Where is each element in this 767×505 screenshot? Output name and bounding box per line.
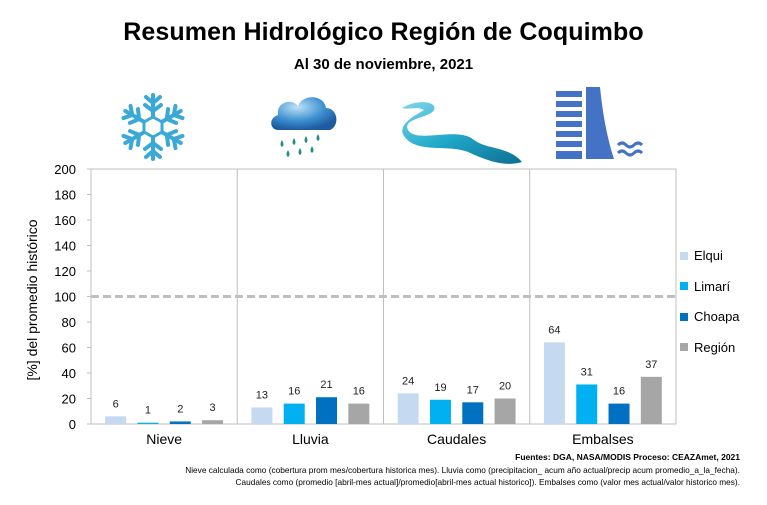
y-tick-label: 100 bbox=[54, 290, 76, 305]
legend-item: Choapa bbox=[680, 309, 740, 324]
bar bbox=[348, 403, 370, 424]
bar bbox=[397, 393, 419, 424]
data-label: 13 bbox=[256, 389, 268, 401]
legend-item: Elqui bbox=[680, 248, 740, 263]
rain-cloud-icon bbox=[271, 97, 337, 157]
bar bbox=[137, 422, 159, 424]
bar bbox=[283, 403, 305, 424]
bar bbox=[169, 421, 191, 424]
snowflake-icon bbox=[119, 93, 187, 161]
y-tick-label: 120 bbox=[54, 264, 76, 279]
notes: Nieve calculada como (cobertura prom mes… bbox=[0, 464, 740, 488]
legend-swatch bbox=[680, 251, 688, 260]
data-label: 16 bbox=[353, 386, 365, 398]
legend-label: Limarí bbox=[694, 278, 731, 294]
data-label: 1 bbox=[145, 405, 151, 417]
x-tick-label: Caudales bbox=[427, 431, 486, 447]
y-tick-label: 40 bbox=[62, 366, 76, 381]
legend-label: Choapa bbox=[694, 309, 740, 324]
y-tick-label: 140 bbox=[54, 239, 76, 254]
dam-icon bbox=[556, 87, 644, 159]
note-line: Caudales como (promedio [abril-mes actua… bbox=[235, 477, 740, 487]
legend-swatch bbox=[680, 282, 688, 290]
y-tick-label: 60 bbox=[62, 341, 76, 356]
data-label: 24 bbox=[402, 375, 414, 387]
data-label: 16 bbox=[613, 386, 625, 398]
data-label: 20 bbox=[499, 381, 511, 393]
data-label: 2 bbox=[177, 403, 183, 415]
y-tick-label: 0 bbox=[69, 417, 76, 432]
x-tick-label: Lluvia bbox=[292, 431, 329, 447]
y-tick-label: 20 bbox=[62, 392, 76, 407]
bar bbox=[543, 342, 565, 424]
data-label: 21 bbox=[320, 379, 332, 391]
y-tick-label: 180 bbox=[54, 188, 76, 203]
data-label: 19 bbox=[434, 382, 446, 394]
river-icon bbox=[402, 102, 522, 164]
bar bbox=[202, 420, 224, 424]
legend-label: Región bbox=[694, 339, 736, 355]
bar bbox=[316, 397, 338, 424]
legend-swatch bbox=[680, 312, 688, 321]
bar bbox=[462, 402, 484, 424]
legend-label: Elqui bbox=[694, 248, 723, 263]
bar bbox=[251, 407, 273, 424]
legend-item: Limarí bbox=[680, 279, 740, 294]
y-tick-label: 200 bbox=[54, 162, 76, 177]
x-tick-label: Embalses bbox=[572, 431, 633, 447]
legend-item: Región bbox=[680, 340, 740, 355]
note-line: Nieve calculada como (cobertura prom mes… bbox=[185, 465, 740, 475]
y-axis-label: [%] del promedio histórico bbox=[24, 219, 40, 381]
sources-text: Fuentes: DGA, NASA/MODIS Proceso: CEAZAm… bbox=[515, 452, 740, 462]
legend: Elqui Limarí Choapa Región bbox=[680, 248, 740, 370]
data-label: 31 bbox=[581, 366, 593, 378]
data-label: 17 bbox=[467, 384, 479, 396]
legend-swatch bbox=[680, 343, 688, 351]
y-tick-label: 160 bbox=[54, 213, 76, 228]
data-label: 6 bbox=[113, 398, 119, 410]
data-label: 37 bbox=[645, 359, 657, 371]
bar bbox=[105, 416, 127, 424]
chart-title: Resumen Hidrológico Región de Coquimbo bbox=[123, 18, 644, 46]
data-label: 64 bbox=[548, 324, 560, 336]
data-label: 3 bbox=[210, 402, 216, 414]
chart-subtitle: Al 30 de noviembre, 2021 bbox=[293, 56, 474, 73]
x-tick-label: Nieve bbox=[146, 431, 182, 447]
bar bbox=[429, 399, 451, 424]
y-tick-label: 80 bbox=[62, 315, 76, 330]
bar bbox=[576, 384, 598, 424]
data-label: 16 bbox=[288, 386, 300, 398]
bar bbox=[640, 376, 662, 424]
bar bbox=[494, 398, 516, 424]
bar bbox=[608, 403, 630, 424]
